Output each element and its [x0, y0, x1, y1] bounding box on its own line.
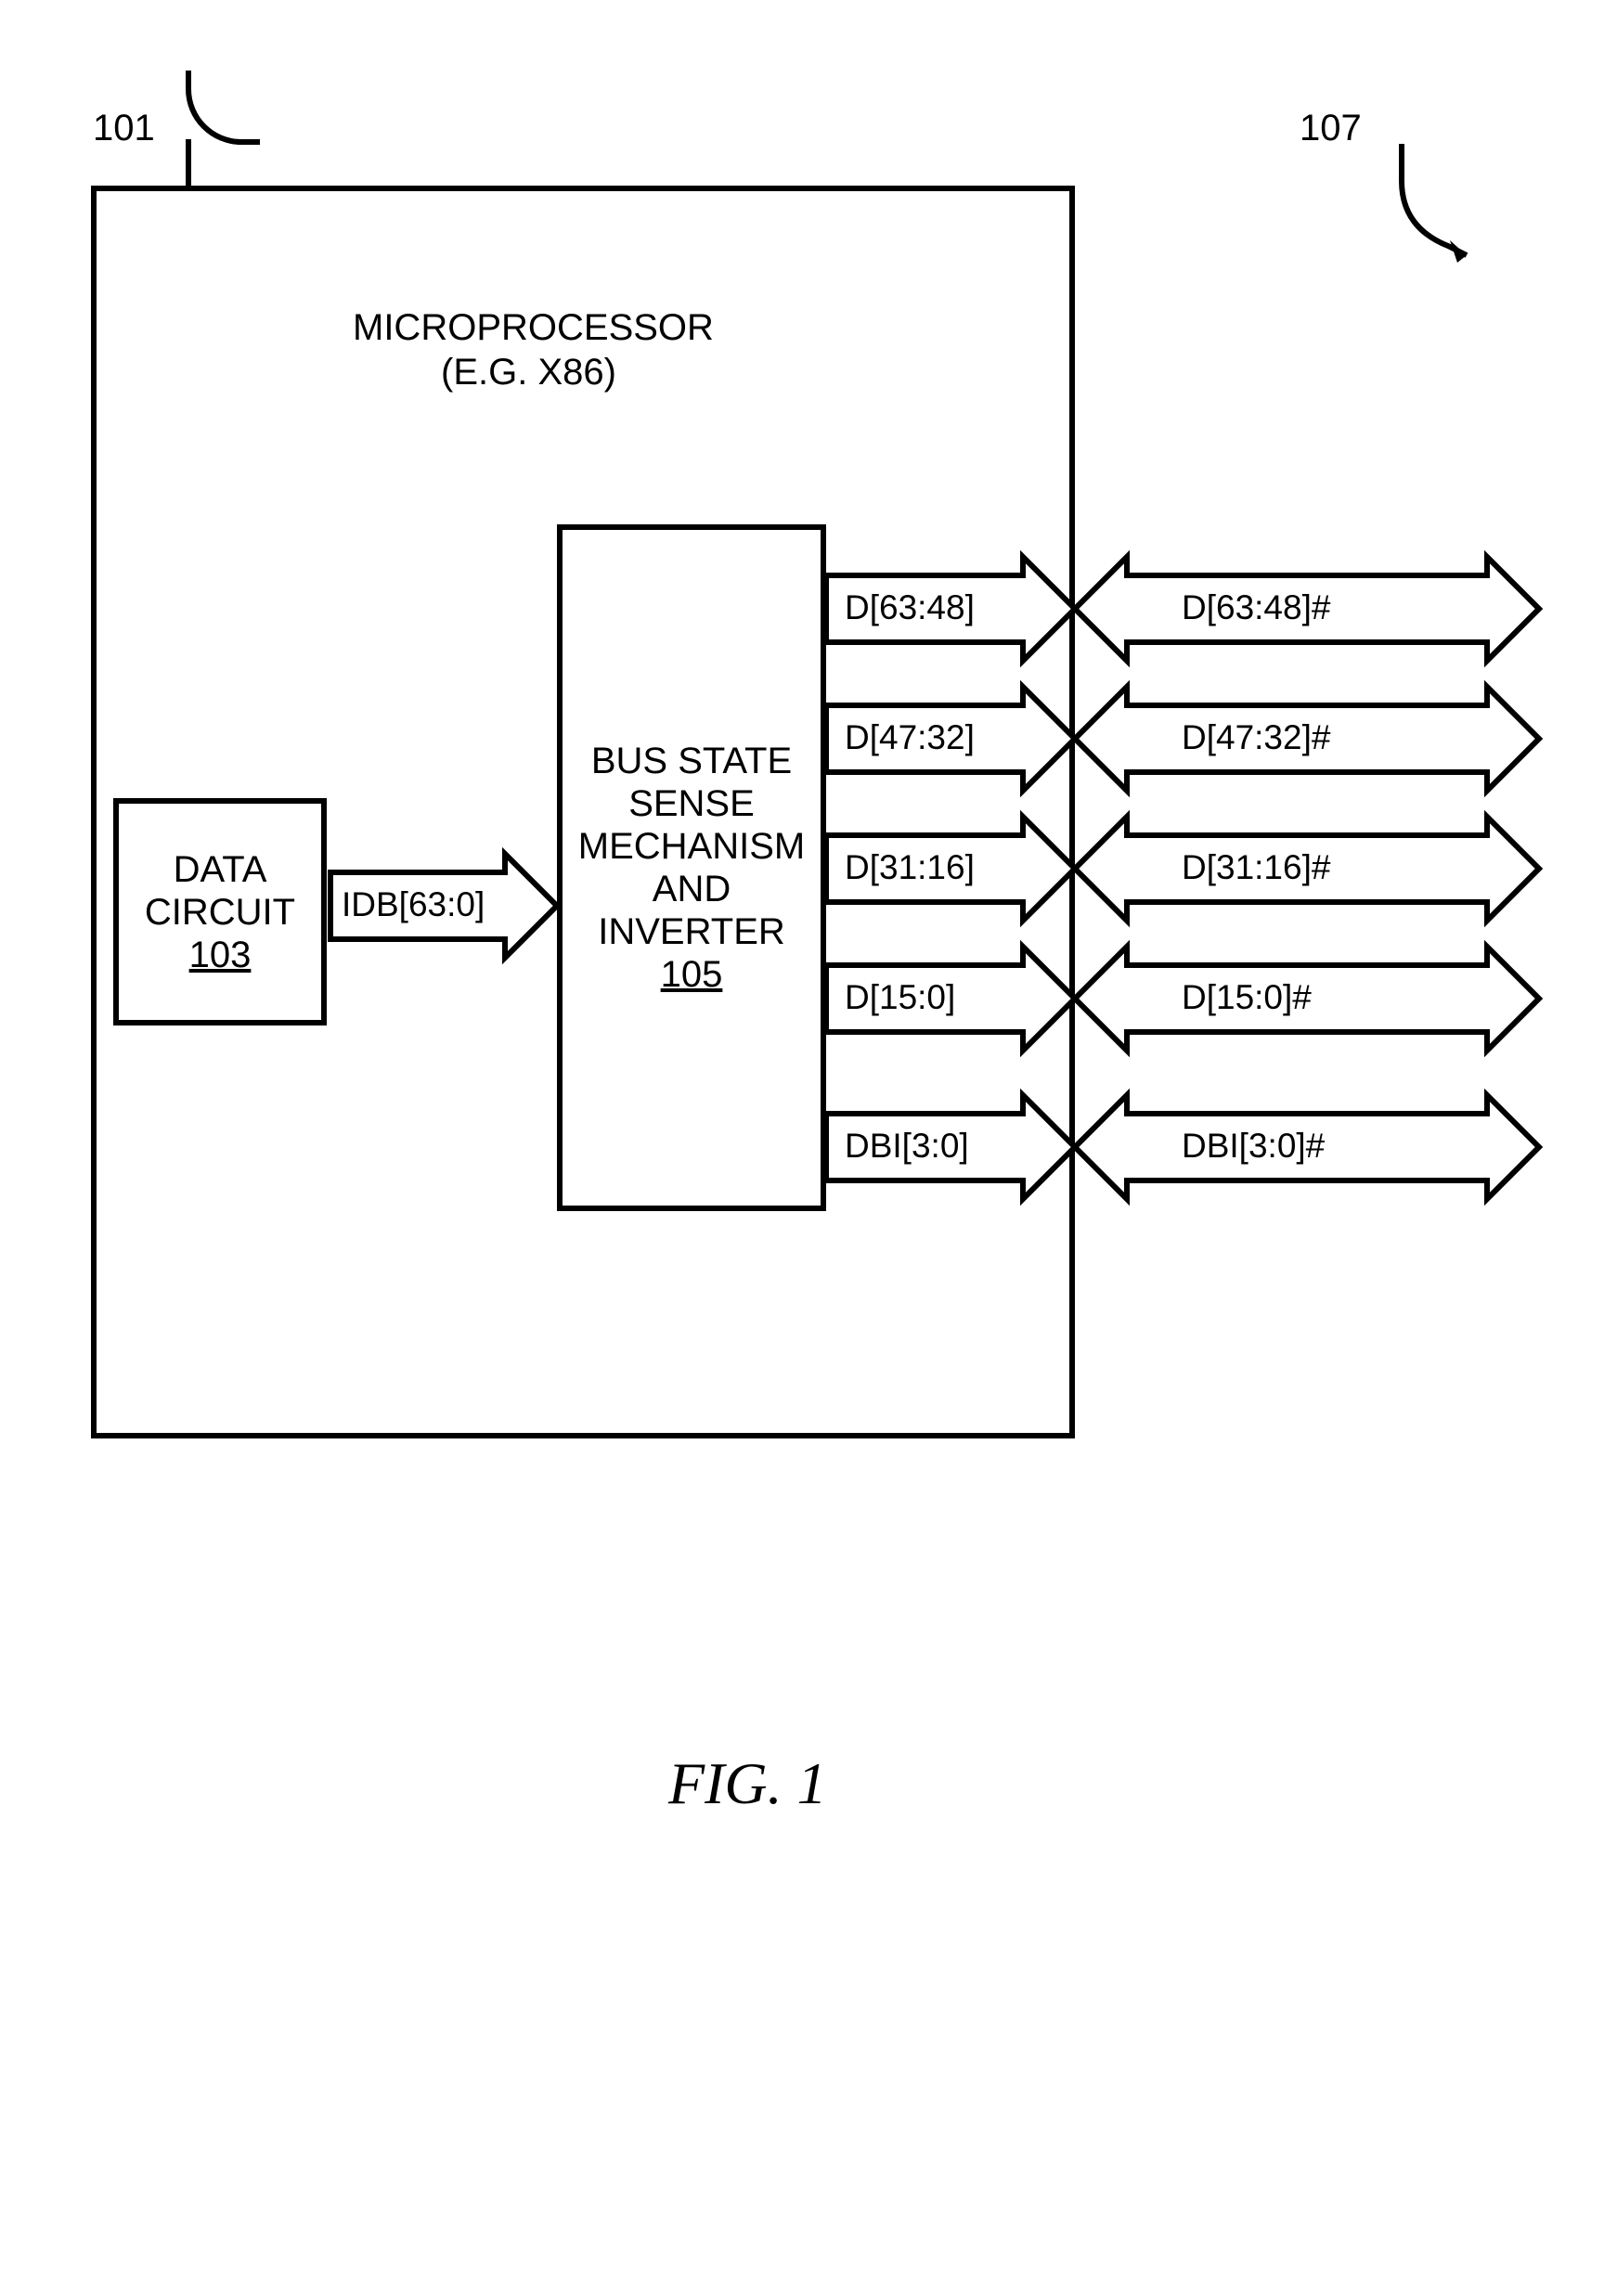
data-circuit-box: DATACIRCUIT103	[113, 798, 327, 1025]
signal-right-label-4: DBI[3:0]#	[1182, 1127, 1325, 1167]
idb-label: IDB[63:0]	[342, 885, 485, 925]
signal-left-label-2: D[31:16]	[845, 848, 975, 888]
ref-101-tick	[186, 139, 191, 186]
ref-101-curve	[186, 71, 260, 145]
data-circuit-ref: 103	[189, 934, 252, 976]
ref-101-label: 101	[93, 107, 155, 149]
signal-right-label-0: D[63:48]#	[1182, 588, 1330, 628]
bus-state-line-3: MECHANISM	[578, 825, 805, 868]
ref-107-hook	[1383, 144, 1494, 274]
microprocessor-title-2: (E.G. X86)	[441, 351, 616, 393]
data-circuit-label-2: CIRCUIT	[145, 891, 295, 934]
bus-state-line-1: BUS STATE	[591, 740, 792, 782]
signal-right-label-3: D[15:0]#	[1182, 978, 1312, 1018]
bus-state-box: BUS STATESENSEMECHANISMANDINVERTER105	[557, 524, 826, 1211]
data-circuit-label-1: DATA	[174, 848, 267, 891]
bus-state-line-4: AND	[653, 868, 731, 910]
signal-right-label-1: D[47:32]#	[1182, 718, 1330, 758]
signal-left-label-4: DBI[3:0]	[845, 1127, 969, 1167]
signal-left-label-1: D[47:32]	[845, 718, 975, 758]
ref-107-label: 107	[1300, 107, 1362, 149]
signal-left-label-3: D[15:0]	[845, 978, 955, 1018]
bus-state-line-2: SENSE	[628, 782, 755, 825]
figure-title: FIG. 1	[668, 1749, 827, 1818]
microprocessor-title-1: MICROPROCESSOR	[353, 306, 714, 349]
bus-state-line-5: INVERTER	[598, 910, 785, 953]
bus-state-ref: 105	[661, 953, 723, 996]
signal-right-label-2: D[31:16]#	[1182, 848, 1330, 888]
signal-left-label-0: D[63:48]	[845, 588, 975, 628]
